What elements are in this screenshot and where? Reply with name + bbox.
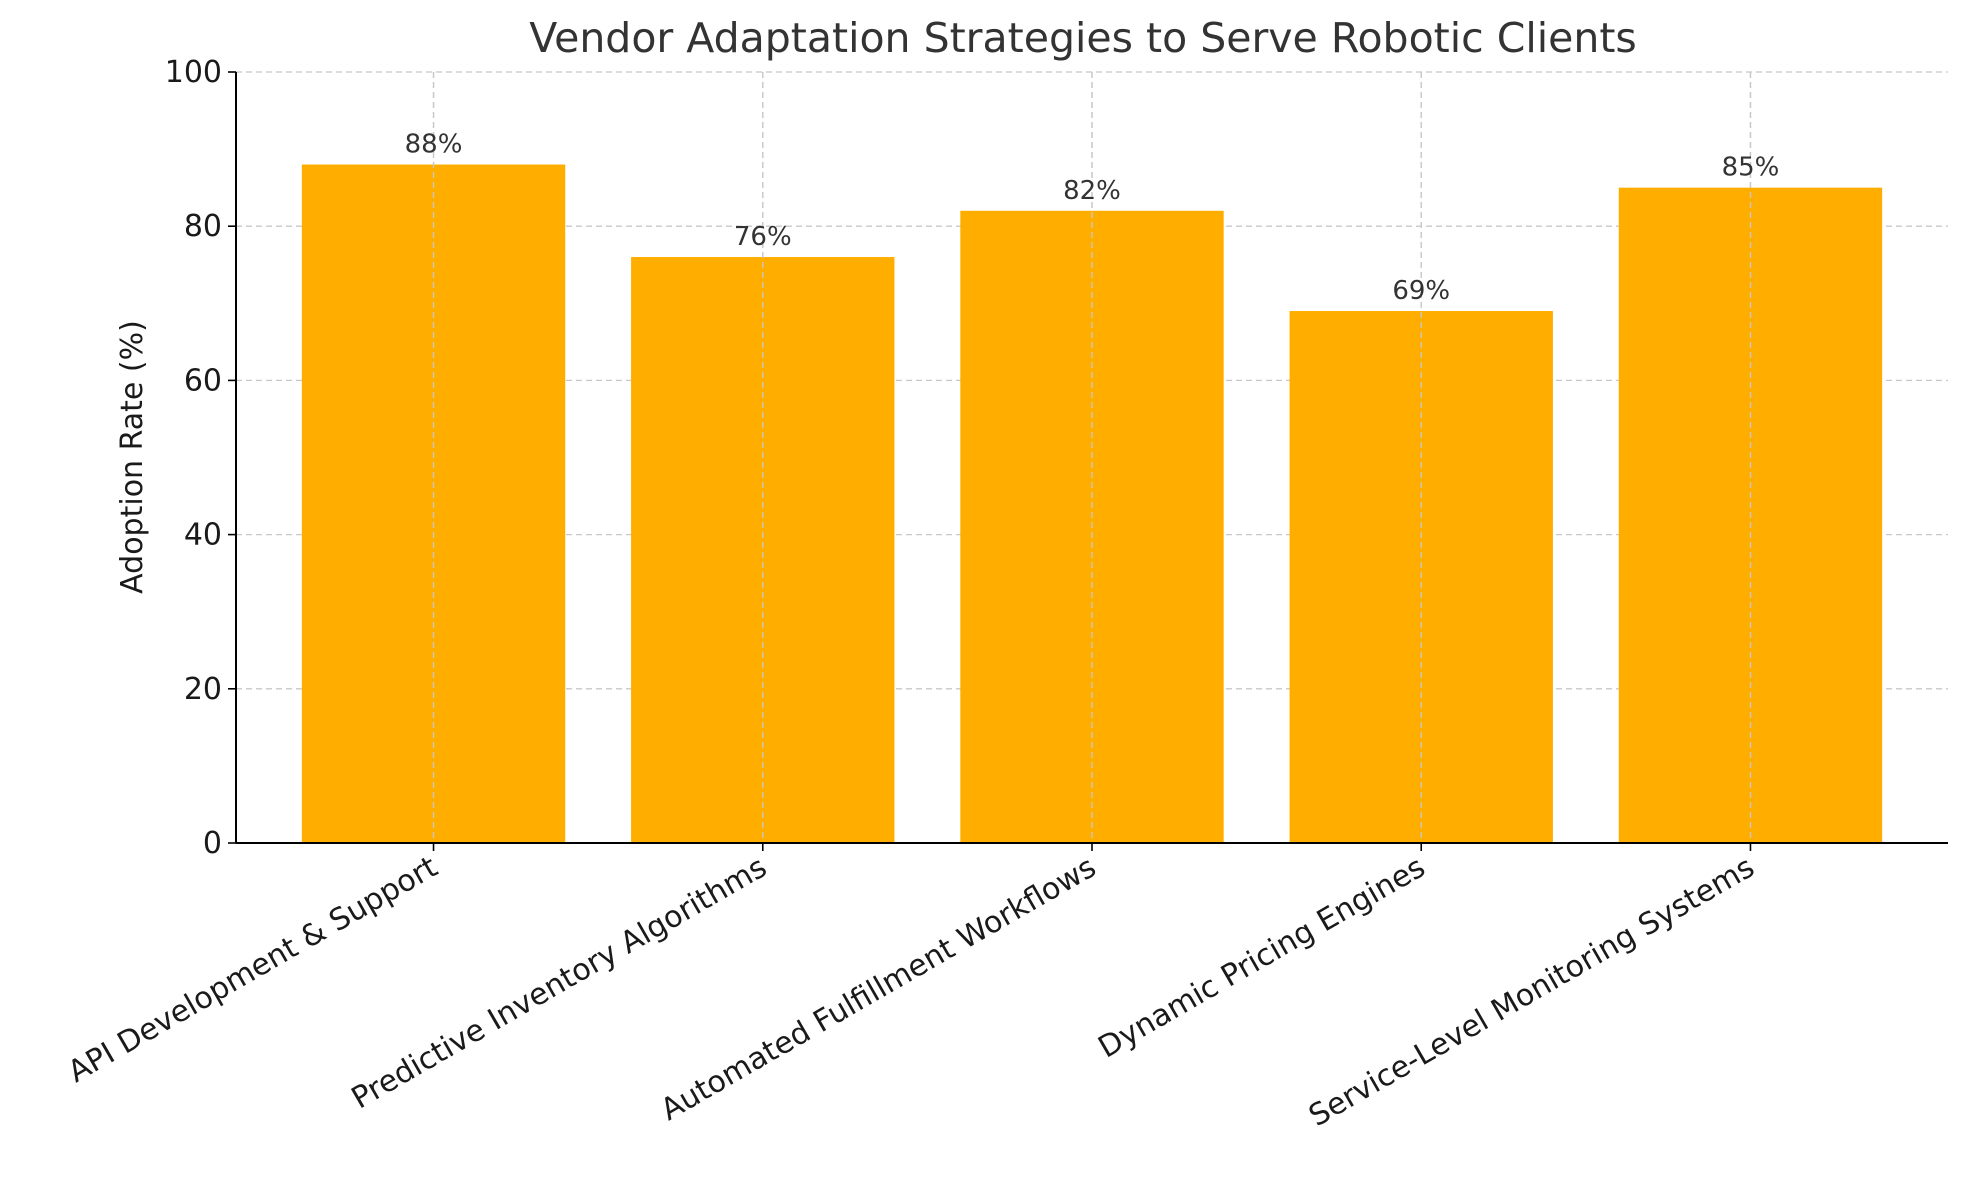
y-tick-label: 20 xyxy=(184,672,222,707)
bar-value-label: 85% xyxy=(1722,153,1780,183)
y-axis-label: Adoption Rate (%) xyxy=(115,320,150,594)
x-tick-label: API Development & Support xyxy=(62,849,443,1089)
x-tick-label: Dynamic Pricing Engines xyxy=(1092,850,1431,1066)
y-tick-label: 40 xyxy=(184,518,222,553)
bar-value-label: 76% xyxy=(734,222,792,252)
axes xyxy=(228,71,1948,851)
bar-value-label: 69% xyxy=(1392,276,1450,306)
y-tick-label: 0 xyxy=(203,826,222,861)
bar-value-label: 82% xyxy=(1063,176,1121,206)
y-tick-label: 100 xyxy=(165,55,222,90)
bar-value-label: 88% xyxy=(405,130,463,160)
chart-title: Vendor Adaptation Strategies to Serve Ro… xyxy=(529,14,1637,62)
bars xyxy=(301,72,1883,843)
y-tick-label: 80 xyxy=(184,209,222,244)
y-tick-label: 60 xyxy=(184,363,222,398)
